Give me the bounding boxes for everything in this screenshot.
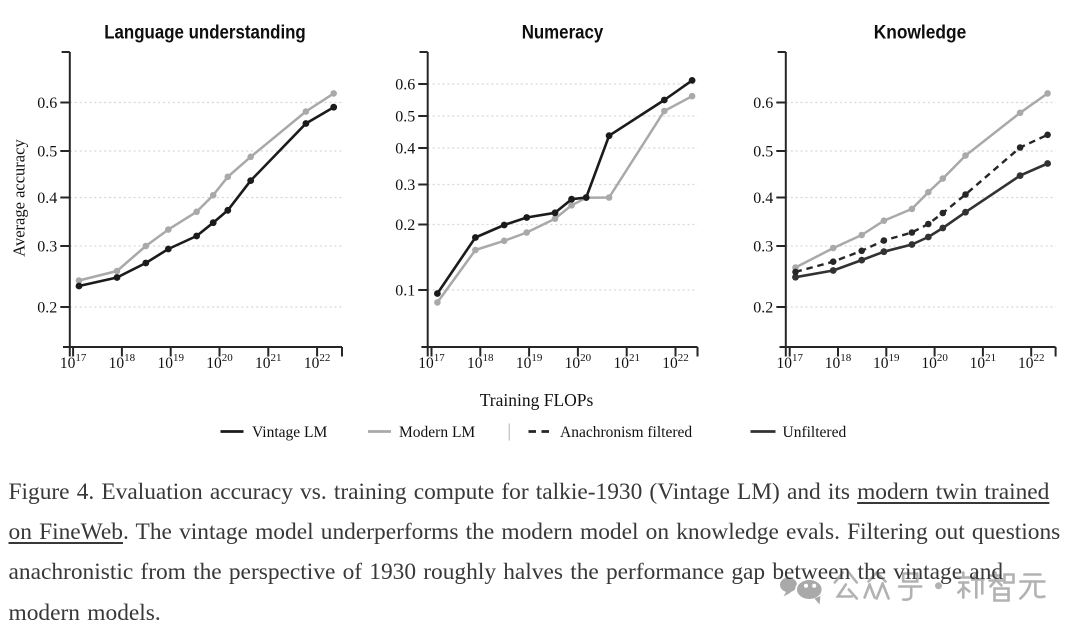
svg-text:Knowledge: Knowledge bbox=[874, 22, 967, 44]
svg-text:Numeracy: Numeracy bbox=[522, 22, 604, 44]
svg-text:1021: 1021 bbox=[970, 352, 997, 372]
svg-text:1019: 1019 bbox=[516, 352, 543, 372]
svg-text:0.1: 0.1 bbox=[395, 282, 415, 299]
svg-text:1020: 1020 bbox=[206, 352, 233, 372]
svg-text:1018: 1018 bbox=[109, 352, 136, 372]
svg-text:Unfiltered: Unfiltered bbox=[783, 424, 847, 441]
svg-text:Modern LM: Modern LM bbox=[399, 424, 475, 441]
svg-text:0.6: 0.6 bbox=[37, 95, 57, 112]
svg-text:Language understanding: Language understanding bbox=[104, 22, 306, 44]
svg-text:1017: 1017 bbox=[776, 352, 803, 372]
svg-text:0.4: 0.4 bbox=[37, 190, 57, 207]
svg-text:0.3: 0.3 bbox=[37, 238, 57, 255]
svg-text:Vintage LM: Vintage LM bbox=[252, 424, 327, 441]
svg-text:1020: 1020 bbox=[921, 352, 948, 372]
svg-text:0.5: 0.5 bbox=[395, 108, 415, 125]
svg-text:0.4: 0.4 bbox=[395, 140, 415, 157]
svg-text:0.5: 0.5 bbox=[37, 143, 57, 160]
svg-text:1022: 1022 bbox=[1018, 352, 1045, 372]
svg-text:1017: 1017 bbox=[418, 352, 445, 372]
svg-text:0.5: 0.5 bbox=[753, 143, 773, 160]
svg-text:1019: 1019 bbox=[157, 352, 184, 372]
svg-text:1019: 1019 bbox=[873, 352, 900, 372]
svg-text:1021: 1021 bbox=[613, 352, 640, 372]
svg-text:0.2: 0.2 bbox=[395, 217, 415, 234]
svg-text:1017: 1017 bbox=[60, 352, 87, 372]
svg-text:0.2: 0.2 bbox=[753, 299, 773, 316]
svg-text:0.3: 0.3 bbox=[395, 177, 415, 194]
svg-text:0.4: 0.4 bbox=[753, 190, 773, 207]
svg-text:Anachronism filtered: Anachronism filtered bbox=[560, 424, 692, 441]
svg-text:0.3: 0.3 bbox=[753, 238, 773, 255]
svg-text:1022: 1022 bbox=[304, 352, 331, 372]
svg-text:1021: 1021 bbox=[255, 352, 282, 372]
svg-text:1018: 1018 bbox=[467, 352, 494, 372]
svg-text:Training FLOPs: Training FLOPs bbox=[480, 390, 594, 410]
svg-text:0.2: 0.2 bbox=[37, 299, 57, 316]
svg-text:1020: 1020 bbox=[565, 352, 592, 372]
svg-text:0.6: 0.6 bbox=[395, 76, 415, 93]
svg-text:Average accuracy: Average accuracy bbox=[10, 139, 29, 257]
svg-text:1018: 1018 bbox=[825, 352, 852, 372]
svg-text:1022: 1022 bbox=[662, 352, 689, 372]
svg-text:0.6: 0.6 bbox=[753, 95, 773, 112]
